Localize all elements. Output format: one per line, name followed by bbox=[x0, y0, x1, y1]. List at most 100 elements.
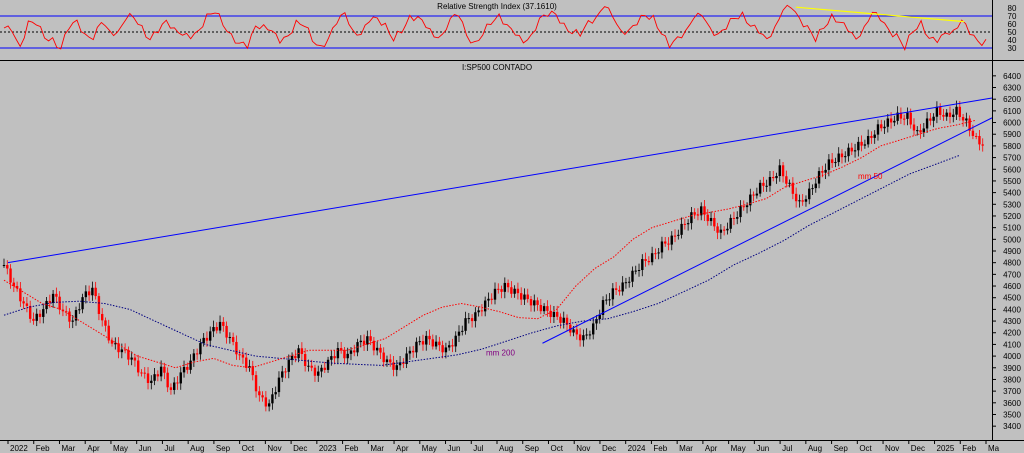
price-candle bbox=[438, 341, 441, 346]
rsi-panel: Relative Strength Index (37.1610) bbox=[0, 2, 992, 52]
rsi-tick-label: 40 bbox=[1008, 36, 1017, 45]
price-candle bbox=[441, 345, 444, 353]
price-candle bbox=[762, 182, 765, 186]
price-candle bbox=[549, 310, 552, 318]
x-tick-label: 2025 bbox=[937, 444, 955, 453]
price-candle bbox=[945, 112, 948, 117]
price-candle bbox=[159, 366, 163, 377]
price-candle bbox=[156, 374, 160, 377]
price-candle bbox=[483, 300, 487, 312]
price-candle bbox=[218, 321, 222, 331]
price-candle bbox=[163, 366, 166, 373]
price-candle bbox=[709, 217, 713, 222]
price-candle bbox=[893, 120, 896, 123]
price-candle bbox=[752, 194, 755, 196]
x-tick-label: Jun bbox=[139, 444, 152, 453]
price-candle bbox=[434, 341, 438, 347]
x-tick-label: Oct bbox=[859, 444, 872, 453]
price-candle bbox=[323, 367, 326, 370]
price-candle bbox=[209, 331, 212, 341]
price-candle bbox=[896, 112, 899, 121]
price-candle bbox=[529, 299, 533, 306]
price-candle bbox=[81, 297, 84, 310]
price-candle bbox=[562, 317, 565, 323]
price-candle bbox=[598, 314, 601, 319]
price-candle bbox=[660, 241, 664, 253]
price-tick-label: 4900 bbox=[1003, 247, 1021, 256]
price-candle bbox=[310, 365, 313, 368]
x-tick-label: Ma bbox=[988, 444, 1000, 453]
price-candle bbox=[536, 300, 539, 305]
price-candle bbox=[38, 313, 42, 317]
price-candle bbox=[932, 116, 935, 121]
price-candle bbox=[788, 182, 791, 184]
price-tick-label: 5000 bbox=[1003, 235, 1021, 244]
price-candle bbox=[222, 321, 225, 326]
x-tick-label: Apr bbox=[396, 444, 409, 453]
price-candle bbox=[804, 199, 808, 202]
price-candle bbox=[389, 359, 392, 363]
price-candle bbox=[375, 347, 379, 351]
price-candle bbox=[461, 330, 464, 332]
x-tick-label: Jul bbox=[164, 444, 174, 453]
price-candle bbox=[719, 229, 723, 233]
price-candle bbox=[696, 214, 700, 216]
price-candle bbox=[307, 365, 310, 367]
price-candle bbox=[811, 188, 814, 190]
price-candle bbox=[467, 318, 471, 320]
price-candle bbox=[965, 118, 968, 121]
price-candle bbox=[595, 318, 598, 324]
x-tick-label: Sep bbox=[216, 444, 231, 453]
price-candle bbox=[690, 212, 693, 224]
price-candle bbox=[758, 182, 762, 194]
price-tick-label: 6200 bbox=[1003, 95, 1021, 104]
price-candle bbox=[775, 176, 778, 179]
price-candle bbox=[362, 340, 366, 345]
price-candle bbox=[405, 353, 408, 365]
rsi-tick-label: 30 bbox=[1008, 44, 1017, 53]
price-candle bbox=[808, 188, 811, 200]
price-candle bbox=[912, 124, 916, 131]
price-candle bbox=[153, 374, 156, 381]
price-candle bbox=[336, 348, 340, 359]
price-candle bbox=[333, 356, 336, 359]
price-candle bbox=[654, 253, 657, 255]
price-candle bbox=[958, 106, 962, 118]
price-candle bbox=[192, 353, 196, 361]
price-candle bbox=[978, 135, 981, 145]
price-candle bbox=[189, 360, 192, 370]
price-candle bbox=[644, 259, 647, 261]
price-candle bbox=[366, 336, 369, 345]
price-candle bbox=[320, 367, 323, 372]
price-candle bbox=[64, 311, 68, 313]
price-tick-label: 5200 bbox=[1003, 212, 1021, 221]
price-candle bbox=[677, 234, 680, 236]
price-candle bbox=[929, 118, 932, 121]
price-candle bbox=[176, 382, 179, 384]
price-candle bbox=[670, 235, 673, 245]
price-candle bbox=[922, 128, 926, 133]
price-candle bbox=[372, 340, 376, 351]
x-tick-label: Jul bbox=[782, 444, 792, 453]
price-candle bbox=[634, 270, 637, 272]
price-candle bbox=[555, 311, 559, 317]
price-tick-label: 3400 bbox=[1003, 422, 1021, 431]
price-candle bbox=[618, 289, 621, 292]
x-tick-label: Nov bbox=[576, 444, 590, 453]
price-candle bbox=[837, 153, 840, 163]
price-tick-label: 6100 bbox=[1003, 107, 1021, 116]
price-candle bbox=[300, 348, 304, 355]
price-candle bbox=[303, 354, 307, 367]
price-candle bbox=[104, 320, 107, 326]
x-tick-label: Feb bbox=[345, 444, 359, 453]
price-candle bbox=[457, 331, 461, 336]
rsi-title: Relative Strength Index (37.1610) bbox=[437, 2, 557, 11]
price-candle bbox=[245, 357, 248, 368]
price-candle bbox=[952, 114, 955, 117]
price-candle bbox=[493, 288, 497, 300]
price-candle bbox=[850, 147, 853, 152]
price-candle bbox=[235, 341, 238, 355]
price-candle bbox=[768, 176, 772, 186]
price-candle bbox=[500, 289, 503, 292]
